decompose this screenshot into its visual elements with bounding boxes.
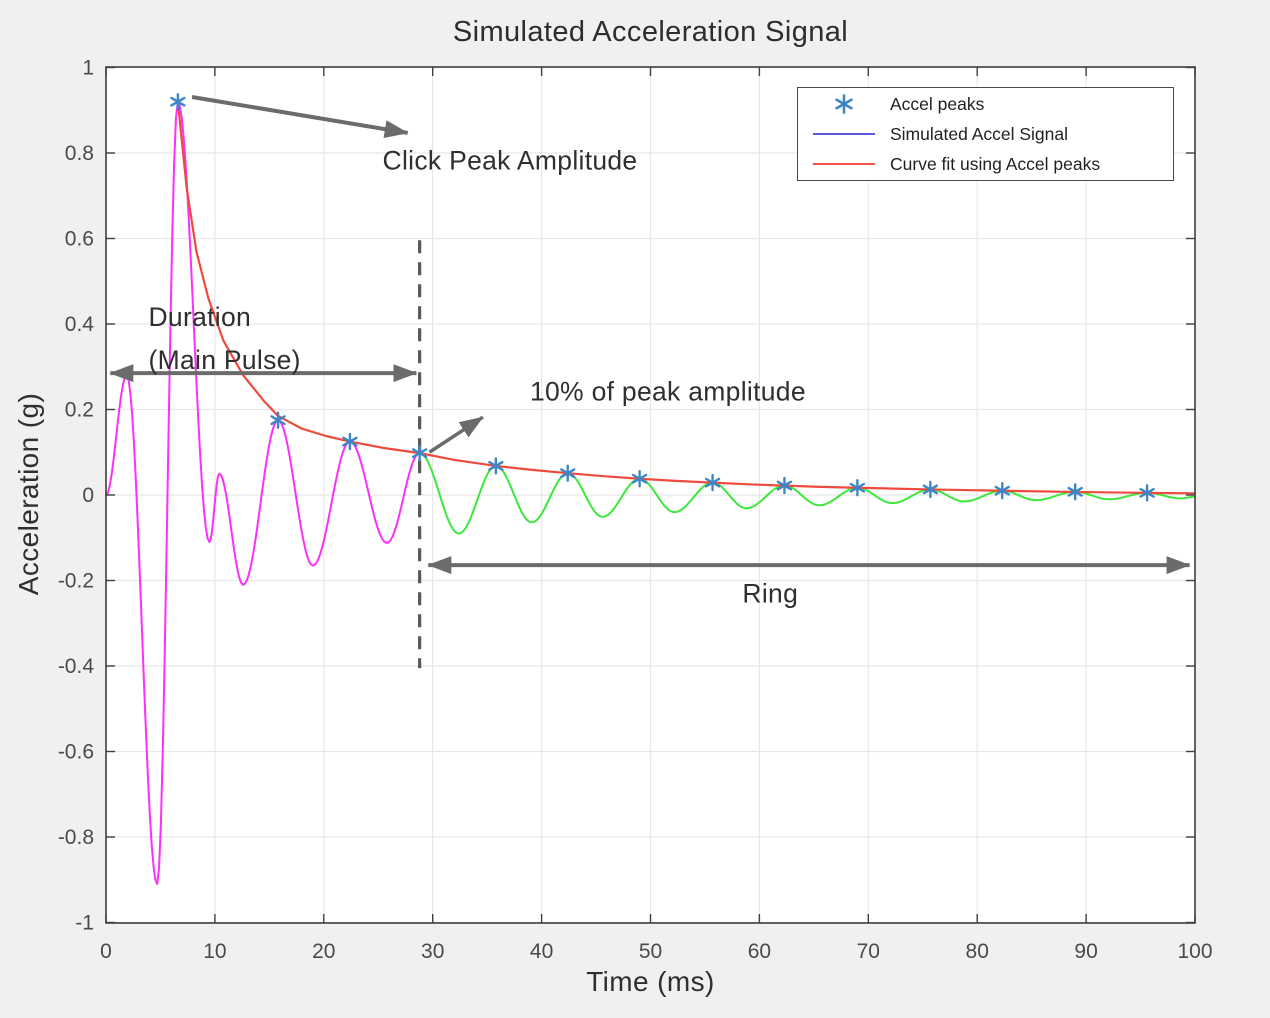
accel-peak-marker[interactable] xyxy=(1067,483,1083,501)
chart-title: Simulated Acceleration Signal xyxy=(452,16,849,48)
legend-label: Accel peaks xyxy=(890,93,985,114)
legend-item-accel-peaks: Accel peaks xyxy=(798,89,1173,119)
asterisk-icon xyxy=(798,93,890,115)
accel-peak-marker[interactable] xyxy=(849,479,866,497)
accel-peak-marker[interactable] xyxy=(560,464,576,482)
legend-label: Simulated Accel Signal xyxy=(890,123,1069,144)
accel-peak-marker[interactable] xyxy=(342,432,358,451)
y-tick-label: -0.4 xyxy=(58,655,95,678)
accel-peak-marker[interactable] xyxy=(411,444,428,462)
y-tick-label: 0.8 xyxy=(65,142,94,165)
accel-peak-marker[interactable] xyxy=(776,476,793,495)
x-tick-label: 70 xyxy=(857,940,880,963)
accel-peak-marker[interactable] xyxy=(704,473,721,492)
series-0-path xyxy=(105,100,421,886)
click-peak-amplitude-label: Click Peak Amplitude xyxy=(382,145,638,176)
accel-peak-marker[interactable] xyxy=(270,411,286,429)
x-tick-label: 20 xyxy=(312,940,335,963)
y-tick-label: -0.2 xyxy=(58,570,94,593)
x-tick-label: 90 xyxy=(1074,940,1097,963)
y-tick-label: -0.8 xyxy=(58,826,94,849)
x-tick-label: 10 xyxy=(203,940,226,963)
accel-peak-marker[interactable] xyxy=(488,457,504,475)
ten-percent-of-peak-amplitude-arrow xyxy=(428,415,484,454)
accel-peak-marker[interactable] xyxy=(922,480,939,499)
legend-item-curve-fit: Curve fit using Accel peaks xyxy=(798,149,1173,179)
duration-main-pulse-label: Duration (Main Pulse) xyxy=(148,302,301,376)
x-tick-label: 100 xyxy=(1177,940,1212,963)
x-tick-label: 30 xyxy=(421,940,444,963)
accel-peak-marker[interactable] xyxy=(994,482,1010,500)
series-2-path xyxy=(176,100,1197,495)
accel-peak-marker[interactable] xyxy=(1139,484,1155,502)
y-tick-label: 1 xyxy=(82,57,94,80)
legend-item-simulated-signal: Simulated Accel Signal xyxy=(798,119,1173,149)
blue-line-swatch xyxy=(798,132,890,136)
y-axis-label: Acceleration (g) xyxy=(13,392,44,596)
accel-peak-marker[interactable] xyxy=(631,470,648,488)
y-tick-label: 0.6 xyxy=(65,228,94,251)
y-tick-label: -0.6 xyxy=(58,741,94,764)
accel-peak-marker[interactable] xyxy=(170,92,186,111)
x-tick-label: 60 xyxy=(748,940,771,963)
click-peak-amplitude-arrow xyxy=(191,95,409,139)
ring-label: Ring xyxy=(742,578,799,609)
x-tick-label: 40 xyxy=(530,940,553,963)
y-tick-label: -1 xyxy=(75,912,94,935)
red-line-swatch xyxy=(798,162,890,166)
x-axis-label: Time (ms) xyxy=(586,966,715,997)
x-tick-label: 80 xyxy=(966,940,989,963)
y-tick-label: 0.2 xyxy=(65,399,94,422)
y-tick-label: 0.4 xyxy=(65,313,95,336)
legend-label: Curve fit using Accel peaks xyxy=(890,153,1101,174)
x-tick-label: 0 xyxy=(100,940,112,963)
ten-percent-of-peak-amplitude-label: 10% of peak amplitude xyxy=(529,376,806,407)
legend-box: Accel peaks Simulated Accel Signal Curve… xyxy=(797,87,1174,181)
y-tick-label: 0 xyxy=(82,484,94,507)
x-tick-label: 50 xyxy=(639,940,662,963)
